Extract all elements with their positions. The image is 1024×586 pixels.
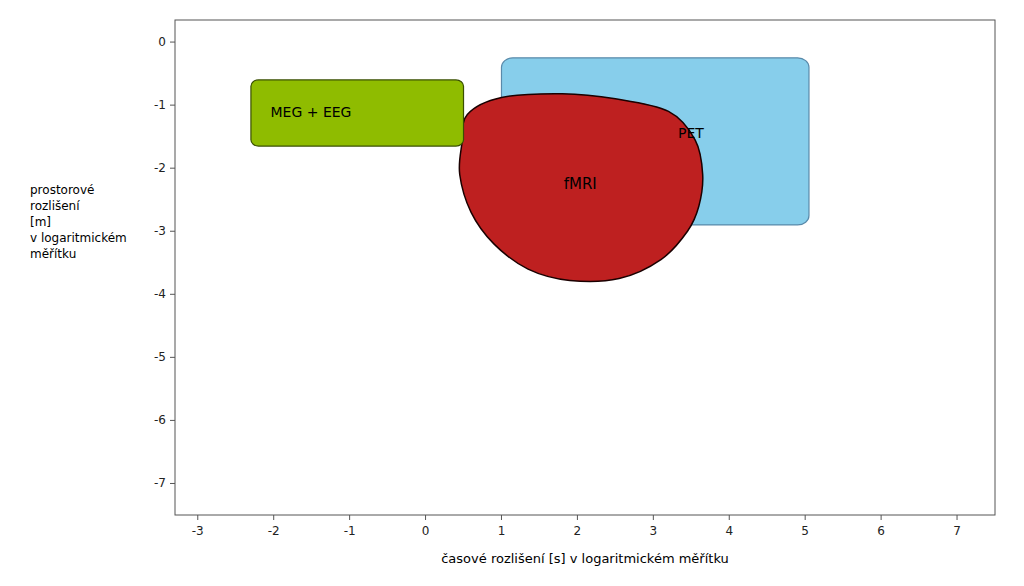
- y-tick-label: -5: [154, 350, 166, 364]
- shapes: [251, 58, 809, 282]
- y-tick: [170, 231, 175, 232]
- x-tick-label: 3: [650, 524, 658, 538]
- x-tick-label: 7: [953, 524, 961, 538]
- y-tick-label: -3: [154, 224, 166, 238]
- y-tick: [170, 357, 175, 358]
- x-tick-label: 0: [422, 524, 430, 538]
- plot-frame: [175, 20, 995, 515]
- y-axis-label: [m]: [30, 215, 51, 229]
- y-axis-label: rozlišení: [30, 199, 80, 213]
- y-tick-label: -1: [154, 98, 166, 112]
- x-tick: [349, 515, 350, 520]
- x-tick: [197, 515, 198, 520]
- x-tick-label: 1: [498, 524, 506, 538]
- x-tick-label: -2: [268, 524, 280, 538]
- x-tick-label: 6: [877, 524, 885, 538]
- y-tick: [170, 294, 175, 295]
- x-axis-label: časové rozlišení [s] v logaritmickém měř…: [441, 551, 729, 566]
- x-tick: [957, 515, 958, 520]
- y-tick-label: -4: [154, 287, 166, 301]
- y-axis: 0 -1 -2 -3 -4 -5 -6 -7 prostorové rozlišení [m] v l…: [30, 35, 175, 490]
- x-tick: [425, 515, 426, 520]
- y-axis-label: měřítku: [30, 247, 76, 261]
- y-tick: [170, 168, 175, 169]
- y-tick: [170, 105, 175, 106]
- y-tick-label: 0: [158, 35, 166, 49]
- x-tick: [805, 515, 806, 520]
- shape-label: PET: [678, 125, 704, 141]
- x-axis: -3 -2 -1 0 1 2 3 4 5 6 7 časové rozlišení [s] v log…: [192, 515, 961, 566]
- x-tick: [501, 515, 502, 520]
- x-tick-label: 4: [725, 524, 733, 538]
- x-tick: [729, 515, 730, 520]
- y-tick-label: -7: [154, 476, 166, 490]
- shape-box: [251, 80, 464, 146]
- y-tick-label: -2: [154, 161, 166, 175]
- x-tick: [273, 515, 274, 520]
- shape-label: MEG + EEG: [271, 104, 352, 120]
- x-tick-label: 2: [574, 524, 582, 538]
- shape-blob: [459, 94, 703, 282]
- y-tick-label: -6: [154, 413, 166, 427]
- x-tick: [881, 515, 882, 520]
- x-tick-label: -1: [344, 524, 356, 538]
- x-tick: [653, 515, 654, 520]
- y-tick: [170, 420, 175, 421]
- shape-labels: PET fMRI MEG + EEG: [271, 104, 705, 193]
- shape-label: fMRI: [564, 175, 597, 193]
- chart: PET fMRI MEG + EEG -3 -2 -1 0 1 2 3 4 5 6 7 časové roz…: [0, 0, 1024, 586]
- x-tick-label: 5: [801, 524, 809, 538]
- y-axis-label: v logaritmickém: [30, 231, 127, 245]
- y-axis-label: prostorové: [30, 183, 94, 197]
- y-tick: [170, 483, 175, 484]
- x-tick: [577, 515, 578, 520]
- x-tick-label: -3: [192, 524, 204, 538]
- y-tick: [170, 42, 175, 43]
